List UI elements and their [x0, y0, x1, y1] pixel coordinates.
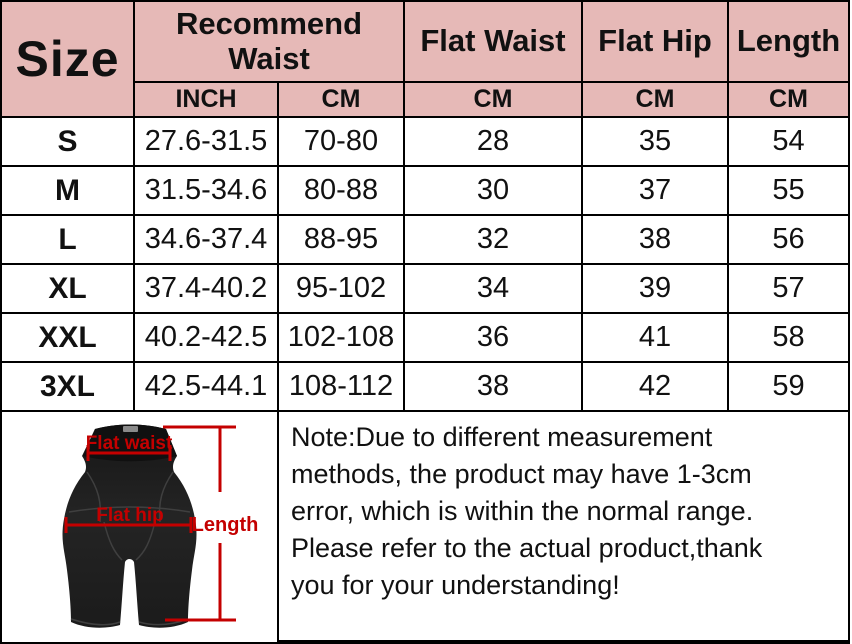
flat-waist-value: 36	[403, 312, 583, 363]
column-header-length: Length	[727, 0, 850, 83]
header-row-main: Size Recommend Waist Flat Waist Flat Hip…	[0, 0, 850, 118]
waist-inch-value: 34.6-37.4	[133, 214, 279, 265]
waist-inch-value: 37.4-40.2	[133, 263, 279, 314]
length-value: 54	[727, 116, 850, 167]
waist-cm-value: 95-102	[277, 263, 405, 314]
size-value: S	[0, 116, 135, 167]
column-header-recommend-waist: Recommend Waist	[133, 0, 405, 83]
unit-flat-waist-cm: CM	[403, 81, 583, 118]
size-value: XXL	[0, 312, 135, 363]
length-value: 58	[727, 312, 850, 363]
table-row: XXL 40.2-42.5 102-108 36 41 58	[0, 312, 850, 363]
column-header-flat-waist: Flat Waist	[403, 0, 583, 83]
header-row-units: INCH CM CM CM CM	[1, 81, 850, 118]
length-value: 59	[727, 361, 850, 412]
table-row: S 27.6-31.5 70-80 28 35 54	[0, 116, 850, 167]
waist-cm-value: 108-112	[277, 361, 405, 412]
waist-cm-value: 80-88	[277, 165, 405, 216]
waistband-tag	[123, 426, 138, 432]
flat-hip-annotation-label: Flat hip	[96, 505, 164, 526]
size-value: M	[0, 165, 135, 216]
table-row: L 34.6-37.4 88-95 32 38 56	[0, 214, 850, 265]
table-row: 3XL 42.5-44.1 108-112 38 42 59	[0, 361, 850, 412]
size-value: 3XL	[0, 361, 135, 412]
length-value: 57	[727, 263, 850, 314]
column-header-flat-hip: Flat Hip	[581, 0, 729, 83]
recommend-waist-label: Recommend Waist	[175, 5, 363, 76]
unit-waist-cm: CM	[277, 81, 405, 118]
flat-hip-value: 35	[581, 116, 729, 167]
size-value: XL	[0, 263, 135, 314]
table-row: XL 37.4-40.2 95-102 34 39 57	[0, 263, 850, 314]
flat-waist-annotation-label: Flat waist	[86, 433, 173, 454]
unit-length-cm: CM	[727, 81, 850, 118]
waist-inch-value: 31.5-34.6	[133, 165, 279, 216]
table-row: M 31.5-34.6 80-88 30 37 55	[0, 165, 850, 216]
measurement-lines	[64, 425, 236, 622]
flat-hip-value: 42	[581, 361, 729, 412]
flat-hip-value: 37	[581, 165, 729, 216]
waist-cm-value: 88-95	[277, 214, 405, 265]
flat-hip-value: 39	[581, 263, 729, 314]
flat-hip-value: 38	[581, 214, 729, 265]
waist-inch-value: 40.2-42.5	[133, 312, 279, 363]
unit-waist-inch: INCH	[133, 81, 279, 118]
waist-inch-value: 27.6-31.5	[133, 116, 279, 167]
bottom-row: Flat waist Flat hip Length Note:Due to d…	[0, 410, 850, 644]
column-header-size: Size	[0, 0, 135, 118]
waist-cm-value: 70-80	[277, 116, 405, 167]
length-annotation-label: Length	[192, 514, 259, 536]
unit-flat-hip-cm: CM	[581, 81, 729, 118]
flat-hip-value: 41	[581, 312, 729, 363]
size-value: L	[0, 214, 135, 265]
flat-waist-value: 38	[403, 361, 583, 412]
shapewear-diagram: Flat waist Flat hip Length	[62, 424, 259, 628]
waist-cm-value: 102-108	[277, 312, 405, 363]
note-text: Note:Due to different measurement method…	[277, 410, 850, 644]
flat-waist-value: 32	[403, 214, 583, 265]
length-value: 55	[727, 165, 850, 216]
length-value: 56	[727, 214, 850, 265]
flat-waist-value: 34	[403, 263, 583, 314]
waist-inch-value: 42.5-44.1	[133, 361, 279, 412]
flat-waist-value: 28	[403, 116, 583, 167]
measurement-diagram-cell: Flat waist Flat hip Length	[0, 410, 279, 644]
flat-waist-value: 30	[403, 165, 583, 216]
